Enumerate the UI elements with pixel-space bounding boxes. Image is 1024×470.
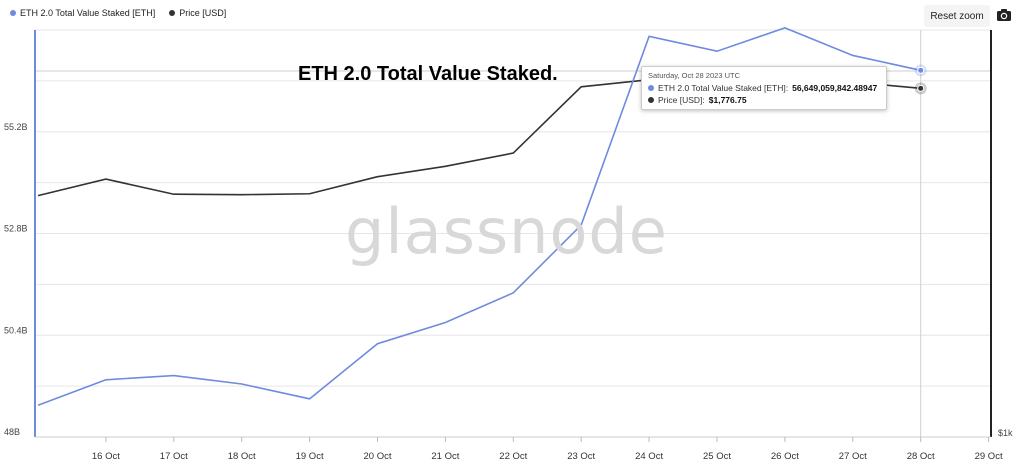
x-tick-label: 23 Oct [567, 451, 595, 462]
tooltip-dot-price-icon [648, 97, 654, 103]
legend-dot-staked-icon [10, 10, 16, 16]
x-tick-label: 21 Oct [431, 451, 459, 462]
legend-label-price: Price [USD] [179, 8, 227, 18]
x-tick-label: 28 Oct [907, 451, 935, 462]
x-tick-label: 27 Oct [839, 451, 867, 462]
y-tick-label: 55.2B [4, 122, 28, 132]
legend-item-price[interactable]: Price [USD] [169, 8, 226, 18]
hover-point-price [917, 84, 925, 92]
x-tick-label: 19 Oct [296, 451, 324, 462]
tooltip-value-staked: 56,649,059,842.48947 [792, 83, 878, 93]
x-tick-label: 22 Oct [499, 451, 527, 462]
tooltip-label-price: Price [USD]: [658, 95, 705, 105]
y-tick-label: 52.8B [4, 224, 28, 234]
x-tick-label: 26 Oct [771, 451, 799, 462]
x-tick-label: 25 Oct [703, 451, 731, 462]
y-right-tick-label: $1k [998, 428, 1013, 438]
watermark-logo: glassnode [345, 195, 668, 268]
y-tick-label: 50.4B [4, 325, 28, 335]
series-line-staked [37, 27, 921, 406]
hover-tooltip: Saturday, Oct 28 2023 UTC ETH 2.0 Total … [641, 66, 887, 110]
tooltip-label-staked: ETH 2.0 Total Value Staked [ETH]: [658, 83, 789, 93]
reset-zoom-button[interactable]: Reset zoom [924, 5, 990, 27]
tooltip-dot-staked-icon [648, 85, 654, 91]
x-tick-label: 18 Oct [228, 451, 256, 462]
tooltip-row-price: Price [USD]: $1,776.75 [648, 95, 880, 105]
legend: ETH 2.0 Total Value Staked [ETH] Price [… [10, 8, 226, 18]
camera-icon[interactable] [996, 7, 1012, 23]
y-axis-ticks: 48B 50.4B 52.8B 55.2B $1k [4, 122, 1013, 438]
x-tick-label: 16 Oct [92, 451, 120, 462]
legend-item-staked[interactable]: ETH 2.0 Total Value Staked [ETH] [10, 8, 155, 18]
x-tick-label: 20 Oct [364, 451, 392, 462]
x-tick-label: 29 Oct [975, 451, 1003, 462]
x-tick-label: 17 Oct [160, 451, 188, 462]
x-axis-ticks: 16 Oct 17 Oct 18 Oct 19 Oct 20 Oct 21 Oct 22 O… [92, 437, 1003, 462]
legend-dot-price-icon [169, 10, 176, 16]
y-tick-label: 48B [4, 427, 20, 437]
legend-label-staked: ETH 2.0 Total Value Staked [ETH] [20, 8, 156, 18]
hover-markers [914, 64, 927, 95]
tooltip-date: Saturday, Oct 28 2023 UTC [648, 71, 740, 80]
tooltip-row-staked: ETH 2.0 Total Value Staked [ETH]: 56,649… [648, 83, 880, 93]
x-tick-label: 24 Oct [635, 451, 663, 462]
chart-title: ETH 2.0 Total Value Staked. [298, 63, 558, 85]
tooltip-value-price: $1,776.75 [708, 95, 747, 105]
hover-point-staked [917, 66, 925, 74]
